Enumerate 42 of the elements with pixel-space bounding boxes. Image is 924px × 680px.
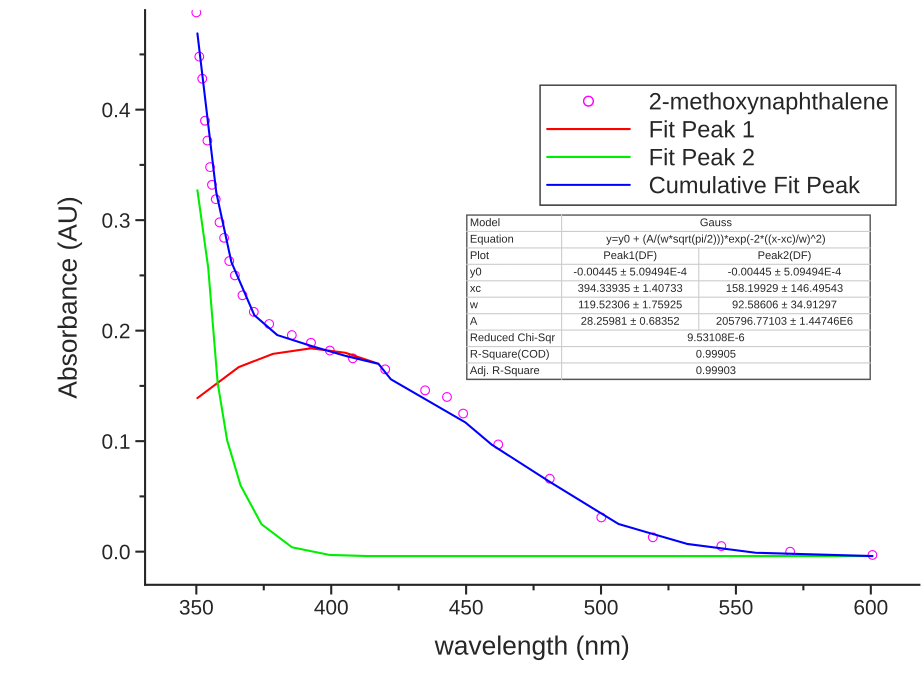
y-tick-label: 0.1 xyxy=(102,434,130,449)
annotation: Equation xyxy=(470,234,514,245)
annotation: Gauss xyxy=(700,218,732,226)
x-tick-label: 350 xyxy=(180,600,213,615)
annotation: Peak1(DF) xyxy=(604,250,656,262)
annotation: 92.58606 ± 34.91297 xyxy=(732,300,836,308)
annotation: Plot xyxy=(470,250,489,260)
annotation: Reduced Chi-Sqr xyxy=(470,333,555,344)
annotation: y0 xyxy=(470,268,482,278)
annotation: Peak2(DF) xyxy=(758,250,811,262)
x-tick-label: 500 xyxy=(584,600,618,615)
y-tick-label: 0.0 xyxy=(102,544,130,560)
x-axis-title: wavelength (nm) xyxy=(434,635,628,660)
annotation: 158.19929 ± 146.49543 xyxy=(726,284,843,292)
annotation: -0.00445 ± 5.09494E-4 xyxy=(574,268,687,276)
legend-label: Cumulative Fit Peak xyxy=(650,176,860,194)
annotation: 0.99903 xyxy=(696,366,736,374)
legend-label: Fit Peak 2 xyxy=(650,148,754,166)
annotation: w xyxy=(470,302,478,308)
x-tick-label: 400 xyxy=(314,600,348,615)
annotation: 0.99905 xyxy=(696,350,736,358)
y-tick-label: 0.2 xyxy=(102,324,130,338)
annotation: 28.25981 ± 0.68352 xyxy=(581,316,680,325)
annotation: R-Square(COD) xyxy=(470,350,549,360)
y-tick-label: 0.3 xyxy=(102,213,130,228)
annotation: A xyxy=(470,317,478,325)
legend-label: Fit Peak 1 xyxy=(650,120,754,138)
annotation: xc xyxy=(470,286,481,292)
legend-label: 2-methoxynaphthalene xyxy=(650,92,888,114)
x-tick-label: 600 xyxy=(854,600,888,615)
annotation: Model xyxy=(470,218,500,226)
annotation: 9.53108E-6 xyxy=(688,333,744,342)
x-tick-label: 550 xyxy=(719,600,752,615)
annotation: y=y0 + (A/(w*sqrt(pi/2)))*exp(-2*((x-xc)/w)^2) xyxy=(606,234,825,245)
y-axis-title: Absorbance (AU) xyxy=(57,198,82,399)
annotation: 119.52306 ± 1.75925 xyxy=(578,300,682,308)
annotation: 205796.77103 ± 1.44746E6 xyxy=(716,316,853,325)
annotation: 394.33935 ± 1.40733 xyxy=(578,284,682,292)
y-tick-label: 0.4 xyxy=(102,102,130,118)
x-tick-label: 450 xyxy=(449,600,483,615)
annotation: -0.00445 ± 5.09494E-4 xyxy=(728,268,841,276)
annotation: Adj. R-Square xyxy=(470,366,540,376)
